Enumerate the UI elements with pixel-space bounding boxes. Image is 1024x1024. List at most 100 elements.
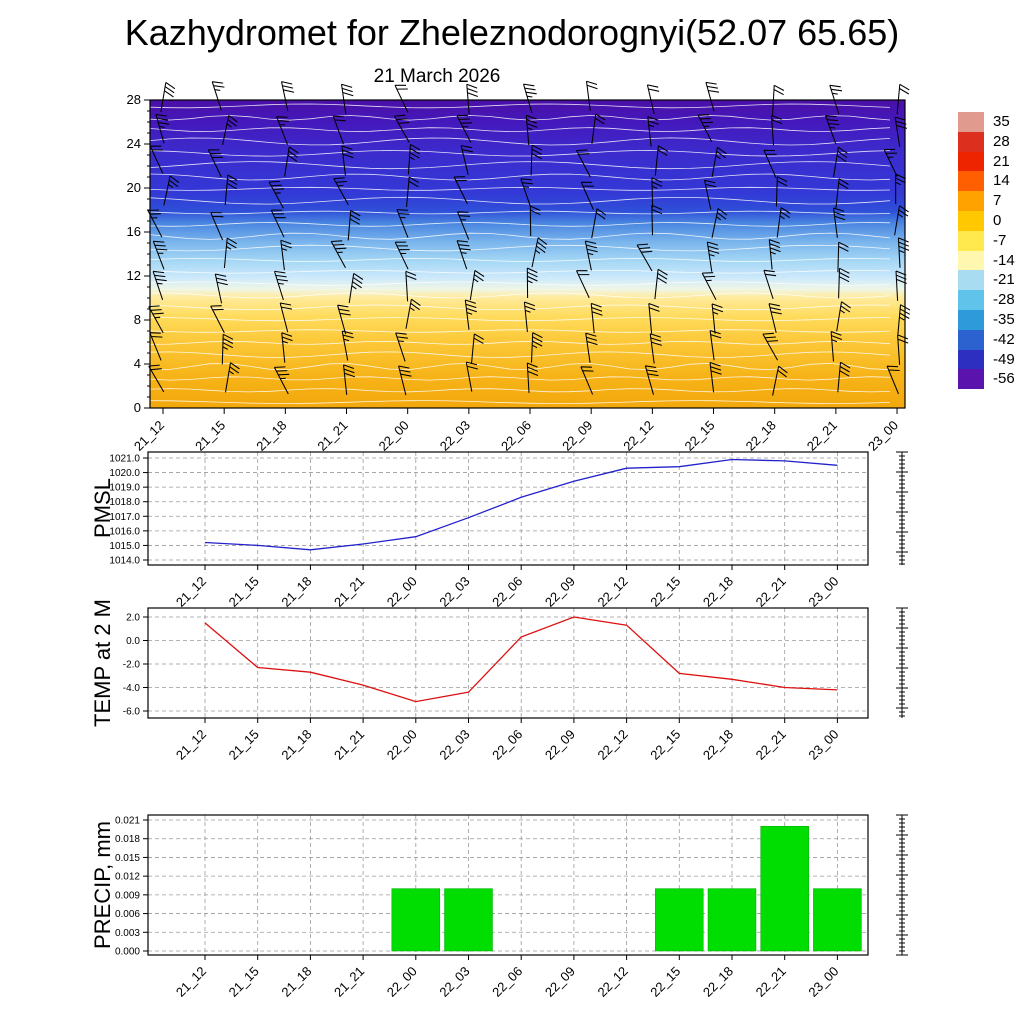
x-tick-label: 22_18 [743,418,779,454]
wind-barb [649,333,662,364]
wind-barb [576,149,591,178]
x-tick-label: 21_15 [192,418,228,454]
wind-barb [464,299,477,330]
contour-line [149,351,891,358]
contour-line [149,257,891,262]
temp-ticks [143,616,838,723]
wind-barb [393,114,410,143]
wind-barb [342,364,355,395]
wind-barb [460,145,474,175]
wind-barb [284,146,299,177]
wind-barb [762,332,779,361]
colorbar-segment [958,309,984,330]
cross-y-tick-label: 8 [134,312,141,327]
cross-y-tick-label: 12 [127,268,141,283]
precip-bars [391,825,862,952]
precip-gridlines [148,815,868,955]
wind-barb [453,176,468,205]
contour-line [150,362,891,371]
wind-barb [531,237,548,268]
wind-barb [895,173,906,205]
x-tick-label: 22_06 [498,418,534,454]
wind-barb [465,361,478,392]
x-tick-label: 22_00 [376,418,412,454]
pmsl-line [204,458,838,551]
wind-barb [894,205,909,236]
x-tick-label: 22_12 [595,964,631,1000]
cross-y-tick-label: 20 [127,180,141,195]
wind-barb [276,116,290,145]
x-tick-label: 22_21 [753,574,789,610]
y-tick-label: 1019.0 [109,483,140,494]
x-tick-label: 22_21 [753,964,789,1000]
wind-barb [466,83,478,115]
wind-barb [281,332,293,363]
wind-barb [405,176,419,208]
wind-barb [580,366,594,395]
precip-bar [760,825,809,952]
precip-bar [707,888,757,952]
y-tick-label: -2.0 [123,660,141,671]
contour-lines-layer [149,103,891,404]
wind-barb [832,207,846,238]
x-tick-label: 22_12 [595,574,631,610]
x-tick-label: 21_15 [226,574,262,610]
temp-right-axis [896,607,908,718]
x-tick-label: 21_18 [278,964,314,1000]
contour-line [150,292,891,299]
wind-barb [525,114,538,146]
wind-barb [396,209,410,238]
pmsl-gridlines [148,452,868,565]
temperature-colorbar [958,112,984,390]
y-tick-label: 0.021 [115,816,140,827]
wind-barb [280,81,295,112]
x-tick-label: 22_18 [700,574,736,610]
wind-barb [394,241,410,270]
contour-line [149,340,891,345]
precip-bar [444,888,493,952]
contour-line [149,173,891,181]
y-tick-label: 2.0 [126,613,140,624]
contour-line [149,161,891,170]
colorbar-label: 14 [993,172,1010,190]
wind-barb [654,145,669,176]
contour-line [149,186,891,191]
y-tick-label: 0.009 [115,890,140,901]
x-tick-label: 22_21 [804,418,840,454]
precip-bar [391,888,441,952]
x-tick-label: 21_12 [173,574,209,610]
wind-barb [332,115,346,145]
x-tick-label: 22_06 [489,574,525,610]
x-tick-label: 22_21 [753,727,789,763]
colorbar-label: -35 [993,310,1015,328]
wind-barb [223,237,237,269]
precip-axis-title: PRECIP, mm [90,821,115,949]
precip-ticks [143,819,838,960]
wind-barb [697,114,713,143]
wind-barb [224,362,240,393]
pmsl-panel: 1021.0 1020.0 1019.0 1018.0 1017.0 1016.0 1015… [109,451,908,610]
x-tick-label: 21_15 [226,964,262,1000]
contour-line [149,232,891,240]
wind-barb [833,146,848,177]
wind-barb [709,329,722,361]
wind-barb [883,148,898,177]
wind-barb [522,83,537,114]
wind-barb [636,243,653,272]
wind-barb [163,175,180,206]
wind-barb [763,149,777,179]
page-title: Kazhydromet for Zheleznodorognyi(52.07 6… [124,12,900,53]
wind-barb [897,334,909,365]
wind-barb [584,240,598,271]
wind-barb [149,332,163,361]
wind-barb [395,332,408,362]
precip-right-axis [896,814,908,956]
wind-barb [838,267,850,299]
x-tick-label: 22_15 [647,574,683,610]
y-tick-label: 1017.0 [109,512,140,523]
cross-y-tick-label: 16 [127,224,141,239]
x-tick-label: 23_00 [805,727,841,763]
x-tick-label: 22_15 [681,418,717,454]
x-tick-label: 22_06 [489,964,525,1000]
